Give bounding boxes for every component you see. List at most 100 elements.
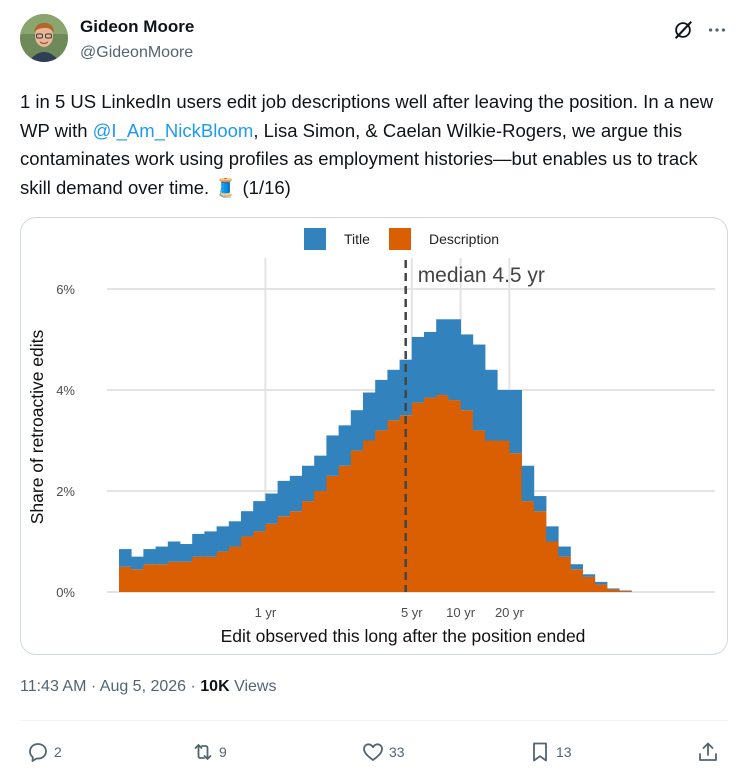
bar-title xyxy=(533,496,547,512)
legend-label: Description xyxy=(429,231,499,247)
bookmark-button[interactable]: 13 xyxy=(528,738,572,766)
bar-description xyxy=(277,516,291,592)
avatar[interactable] xyxy=(20,14,68,62)
x-tick-label: 5 yr xyxy=(401,605,423,620)
bar-title xyxy=(192,533,205,557)
author-handle[interactable]: @GideonMoore xyxy=(80,44,194,61)
bar-description xyxy=(582,576,596,592)
bar-description xyxy=(253,531,266,592)
bar-description xyxy=(363,440,376,592)
bar-description xyxy=(180,561,193,592)
bar-title xyxy=(363,392,376,441)
legend-swatch xyxy=(304,228,326,250)
bar-description xyxy=(302,501,315,592)
tweet-date[interactable]: Aug 5, 2026 xyxy=(99,678,187,695)
x-tick-label: 10 yr xyxy=(446,605,476,620)
bar-description xyxy=(619,590,632,592)
bar-description xyxy=(155,564,169,592)
bar-description xyxy=(375,430,388,592)
y-tick-label: 0% xyxy=(56,585,75,600)
chart-overlay: median 4.5 yr xyxy=(404,260,545,592)
x-tick-label: 20 yr xyxy=(495,605,525,620)
bar-title xyxy=(228,521,242,547)
bar-title xyxy=(546,526,559,542)
bar-title xyxy=(619,590,632,591)
bar-title xyxy=(375,379,388,431)
bar-title xyxy=(497,390,510,441)
bar-description xyxy=(436,395,449,592)
bar-description xyxy=(533,511,547,592)
meta-separator: · xyxy=(186,678,201,695)
profile-photo-icon xyxy=(20,14,68,62)
tweet-text: 1 in 5 US LinkedIn users edit job descri… xyxy=(20,88,732,202)
bar-title xyxy=(411,336,425,403)
bar-title xyxy=(289,475,303,512)
bar-title xyxy=(472,344,486,431)
bar-title xyxy=(387,369,400,421)
bar-description xyxy=(594,584,608,592)
bar-description xyxy=(607,589,620,592)
bar-title xyxy=(155,546,169,565)
bar-title xyxy=(460,334,474,411)
bar-description xyxy=(485,440,498,592)
tweet-text-part: 1 in 5 US LinkedIn users edit job descri… xyxy=(20,91,719,141)
bar-description xyxy=(350,450,364,592)
bar-title xyxy=(558,546,571,557)
heart-icon xyxy=(363,743,383,761)
meta-separator: · xyxy=(86,678,100,695)
bar-title xyxy=(570,564,583,570)
bar-title xyxy=(143,549,156,565)
views-label: Views xyxy=(229,678,277,695)
share-icon xyxy=(699,742,717,761)
reply-count: 2 xyxy=(54,744,62,760)
bar-description xyxy=(387,420,400,592)
repost-icon xyxy=(194,744,212,760)
bar-title xyxy=(448,319,461,401)
bar-title xyxy=(424,331,437,398)
bar-description xyxy=(411,402,425,592)
bar-title xyxy=(180,544,193,562)
bar-title xyxy=(338,425,352,466)
tweet-media-chart[interactable]: median 4.5 yr Title Description 0% 2% 4% 6% 1… xyxy=(20,217,728,655)
bookmark-icon xyxy=(533,742,547,762)
bar-description xyxy=(399,415,413,592)
bar-description xyxy=(558,556,571,592)
like-count: 33 xyxy=(389,744,405,760)
bar-title xyxy=(521,465,535,502)
bar-title xyxy=(350,410,364,451)
bar-title xyxy=(216,526,230,552)
tweet-time[interactable]: 11:43 AM xyxy=(20,678,87,695)
bar-description xyxy=(192,556,205,592)
median-annotation: median 4.5 yr xyxy=(418,264,545,287)
tweet-meta: 11:43 AM · Aug 5, 2026 · 10K Views xyxy=(20,678,276,696)
more-options-icon[interactable] xyxy=(706,19,728,41)
bar-description xyxy=(167,561,181,592)
chart-bars xyxy=(119,319,632,592)
bar-title xyxy=(594,581,608,585)
repost-button[interactable]: 9 xyxy=(191,738,227,766)
bar-title xyxy=(131,556,144,570)
chart-axes: 0% 2% 4% 6% 1 yr 5 yr 10 yr 20 yr Edit observed … xyxy=(27,282,585,646)
bar-title xyxy=(265,493,278,524)
bar-description xyxy=(241,536,254,592)
bar-title xyxy=(119,549,132,567)
share-button[interactable] xyxy=(696,738,724,766)
grok-icon[interactable] xyxy=(672,19,694,41)
x-tick-label: 1 yr xyxy=(255,605,277,620)
bar-description xyxy=(472,430,486,592)
author-name[interactable]: Gideon Moore xyxy=(80,17,195,36)
like-button[interactable]: 33 xyxy=(361,738,405,766)
bookmark-count: 13 xyxy=(556,744,572,760)
bar-title xyxy=(204,531,217,557)
tweet-text-part: , Lisa Simon, & Caelan Wilkie-Rogers, we… xyxy=(20,119,703,198)
bar-description xyxy=(326,475,339,592)
bar-title xyxy=(436,319,449,396)
bar-description xyxy=(131,569,144,592)
chart-legend: Title Description xyxy=(304,228,499,250)
bar-description xyxy=(448,400,461,592)
y-tick-label: 2% xyxy=(56,484,75,499)
reply-button[interactable]: 2 xyxy=(26,738,62,766)
repost-count: 9 xyxy=(219,744,227,760)
mention-link[interactable]: @I_Am_NickBloom xyxy=(92,119,254,141)
bar-title xyxy=(167,541,181,562)
